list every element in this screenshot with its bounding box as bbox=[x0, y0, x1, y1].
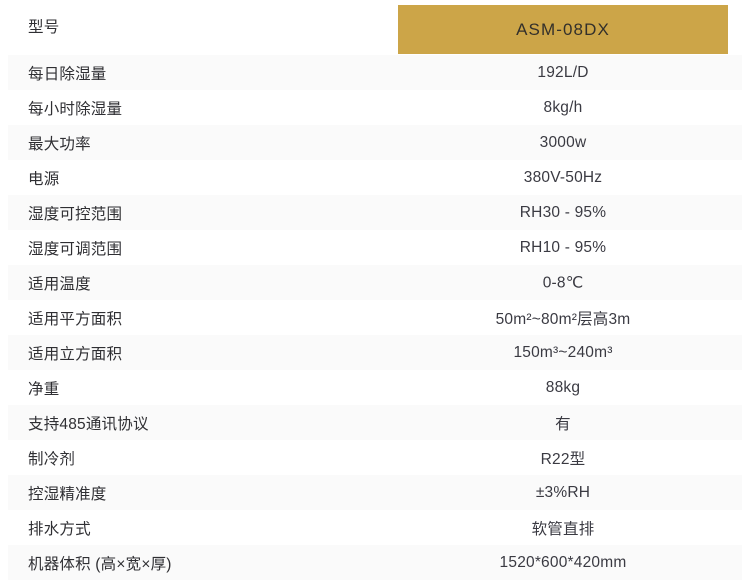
spec-value: 50m²~80m²层高3m bbox=[495, 310, 631, 328]
spec-label: 适用温度 bbox=[28, 275, 91, 293]
spec-label: 每小时除湿量 bbox=[28, 100, 123, 118]
table-row-model: 型号 ASM-08DX bbox=[8, 0, 742, 55]
table-row: 制冷剂 R22型 bbox=[8, 440, 742, 475]
table-row: 湿度可调范围 RH10 - 95% bbox=[8, 230, 742, 265]
spec-value: 有 bbox=[555, 415, 571, 433]
spec-label: 适用平方面积 bbox=[28, 310, 123, 328]
spec-value: 192L/D bbox=[537, 63, 589, 81]
spec-value: 0-8℃ bbox=[542, 274, 584, 291]
spec-label: 电源 bbox=[28, 170, 60, 188]
table-row: 每小时除湿量 8kg/h bbox=[8, 90, 742, 125]
spec-label: 适用立方面积 bbox=[28, 345, 123, 363]
spec-value: 88kg bbox=[545, 378, 581, 396]
spec-label: 机器体积 (高×宽×厚) bbox=[28, 555, 172, 573]
specification-table: 型号 ASM-08DX 每日除湿量 192L/D 每小时除湿量 8kg/h 最大功率 30… bbox=[8, 0, 742, 573]
table-row: 电源 380V-50Hz bbox=[8, 160, 742, 195]
spec-label: 排水方式 bbox=[28, 520, 91, 538]
spec-label: 控湿精准度 bbox=[28, 485, 107, 503]
spec-value: 150m³~240m³ bbox=[513, 343, 613, 361]
spec-value: 8kg/h bbox=[543, 98, 583, 116]
spec-label: 净重 bbox=[28, 380, 60, 398]
spec-label: 湿度可控范围 bbox=[28, 205, 123, 223]
table-body: 每日除湿量 192L/D 每小时除湿量 8kg/h 最大功率 3000w 电源 380V-50… bbox=[0, 55, 750, 580]
model-highlight-cell: ASM-08DX bbox=[398, 5, 728, 54]
spec-value: 软管直排 bbox=[531, 520, 595, 538]
table-row: 适用立方面积 150m³~240m³ bbox=[8, 335, 742, 370]
spec-value: 3000w bbox=[539, 133, 587, 151]
table-row: 支持485通讯协议 有 bbox=[8, 405, 742, 440]
table-row: 适用平方面积 50m²~80m²层高3m bbox=[8, 300, 742, 335]
table-row: 适用温度 0-8℃ bbox=[8, 265, 742, 300]
spec-label: 支持485通讯协议 bbox=[28, 415, 149, 433]
spec-label: 每日除湿量 bbox=[28, 65, 107, 83]
table-row: 最大功率 3000w bbox=[8, 125, 742, 160]
table-row: 控湿精准度 ±3%RH bbox=[8, 475, 742, 510]
table-row: 机器体积 (高×宽×厚) 1520*600*420mm bbox=[8, 545, 742, 580]
spec-value: 380V-50Hz bbox=[523, 168, 603, 186]
spec-value: 1520*600*420mm bbox=[499, 553, 627, 571]
spec-value: ±3%RH bbox=[535, 483, 591, 501]
spec-value: R22型 bbox=[540, 450, 586, 468]
table-row: 排水方式 软管直排 bbox=[8, 510, 742, 545]
spec-label: 制冷剂 bbox=[28, 450, 76, 468]
spec-value: RH10 - 95% bbox=[519, 238, 607, 256]
spec-label: 最大功率 bbox=[28, 135, 91, 153]
spec-label: 湿度可调范围 bbox=[28, 240, 123, 258]
spec-label-model: 型号 bbox=[28, 19, 60, 36]
table-row: 每日除湿量 192L/D bbox=[8, 55, 742, 90]
table-row: 净重 88kg bbox=[8, 370, 742, 405]
table-row: 湿度可控范围 RH30 - 95% bbox=[8, 195, 742, 230]
spec-value: RH30 - 95% bbox=[519, 203, 607, 221]
spec-value-model: ASM-08DX bbox=[516, 19, 610, 39]
